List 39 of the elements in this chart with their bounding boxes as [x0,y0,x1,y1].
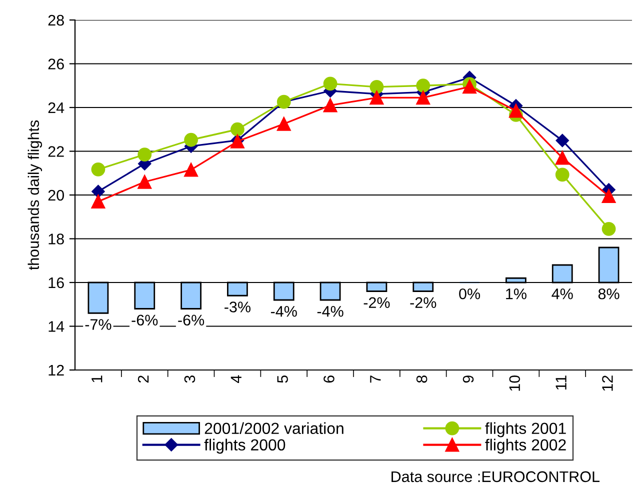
x-tick-label: 8 [416,376,428,383]
x-tick-label: 4 [230,375,242,384]
x-tick-label: 1 [92,376,102,382]
y-tick-label: 24 [48,102,64,114]
y-tick-label: 16 [48,277,64,288]
legend-label: 2001/2002 variation [204,422,344,434]
data-label: 0% [459,288,480,300]
x-tick-label: 12 [602,376,613,391]
x-tick-label: 9 [462,376,474,383]
y-tick-label: 26 [48,58,64,70]
x-tick-label: 6 [324,376,334,383]
data-label: 4% [552,288,573,300]
legend-label: flights 2002 [485,438,566,454]
x-tick-label: 11 [556,376,566,390]
y-tick-label: 28 [48,14,64,26]
x-tick-label: 7 [370,376,381,383]
y-tick-label: 18 [48,234,64,244]
legend-label: flights 2001 [485,422,566,438]
x-tick-label: 2 [138,376,149,383]
data-label: -6% [132,314,158,326]
data-label: -2% [410,297,436,308]
y-tick-label: 22 [48,146,64,157]
data-label: -4% [270,306,297,317]
data-label: -2% [364,297,390,308]
data-label: 1% [506,288,526,300]
source-note: Data source :EUROCONTROL [392,471,600,482]
data-label: -4% [317,306,344,317]
legend-label: flights 2000 [204,438,286,454]
y-tick-label: 12 [48,364,64,376]
x-tick-label: 10 [509,375,520,391]
data-label: -6% [178,314,204,326]
y-axis-title: thousands daily flights [28,120,42,270]
data-label: -3% [224,302,250,312]
data-label: -7% [85,319,112,330]
x-tick-label: 3 [184,376,196,383]
y-tick-label: 20 [48,190,64,201]
y-tick-label: 14 [48,321,64,332]
x-tick-label: 5 [277,376,288,383]
data-label: 8% [598,288,620,300]
